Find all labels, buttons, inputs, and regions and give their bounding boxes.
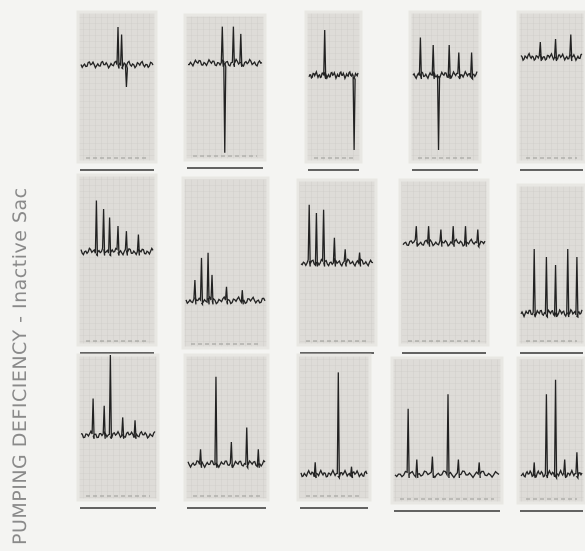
recording-panel xyxy=(516,10,585,164)
trace xyxy=(187,26,263,153)
trace xyxy=(394,394,500,479)
page-title: PUMPING DEFICIENCY - Inactive Sac xyxy=(9,187,31,545)
trace xyxy=(412,37,478,151)
recording-panel xyxy=(516,356,585,505)
recording-panel xyxy=(304,10,363,164)
trace xyxy=(80,354,156,440)
trace xyxy=(300,204,374,268)
recording-panel xyxy=(181,176,270,350)
recording-panel xyxy=(76,10,158,164)
recording-panel xyxy=(76,353,160,502)
recordings xyxy=(76,10,585,512)
trace xyxy=(520,379,583,481)
recording-panel xyxy=(296,353,372,502)
trace xyxy=(402,226,486,249)
recording-panel xyxy=(516,183,585,347)
trace xyxy=(520,248,583,319)
recording-panel xyxy=(398,178,490,347)
trace xyxy=(80,200,154,257)
recording-panel xyxy=(183,353,270,502)
recording-panel xyxy=(408,10,482,164)
trace xyxy=(520,34,583,62)
recording-panel xyxy=(76,173,158,347)
trace xyxy=(300,372,368,480)
trace xyxy=(80,26,154,88)
trace xyxy=(185,252,266,307)
trace xyxy=(308,29,359,151)
trace xyxy=(187,376,266,471)
